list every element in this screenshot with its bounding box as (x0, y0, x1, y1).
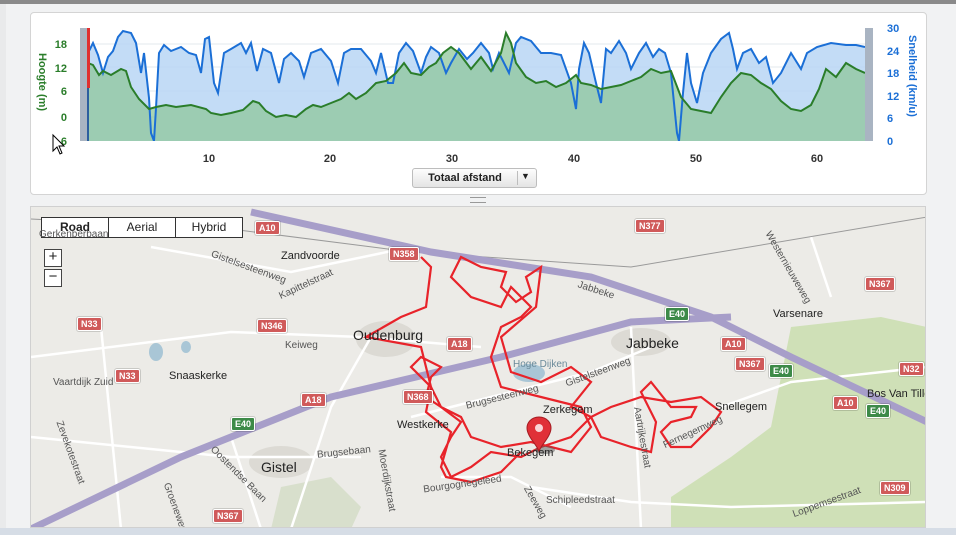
road-shield: N368 (403, 390, 433, 404)
left-edge (0, 4, 6, 535)
road-shield: N367 (213, 509, 243, 523)
left-tick: 12 (55, 63, 67, 75)
x-tick: 50 (690, 153, 702, 165)
chevron-down-icon: ▼ (521, 171, 530, 181)
right-axis-title: Snelheid (km/u) (906, 35, 918, 117)
lake (513, 364, 545, 382)
right-tick: 6 (887, 113, 893, 125)
motorway-e40 (31, 313, 732, 527)
zoom-out-button[interactable]: − (44, 269, 62, 287)
x-tick: 60 (811, 153, 823, 165)
road-shield: N346 (257, 319, 287, 333)
x-axis-ticks: 10 20 30 40 50 60 (203, 153, 823, 165)
right-axis-bar (865, 28, 873, 141)
road-shield: A10 (721, 337, 746, 351)
map-type-road[interactable]: Road (42, 218, 109, 237)
city-label: Bekegem (507, 447, 554, 459)
city-label: Varsenare (773, 308, 823, 320)
street-label: Gerkenberbaan (39, 229, 109, 240)
map-type-aerial[interactable]: Aerial (109, 218, 176, 237)
road-shield: E40 (665, 307, 690, 321)
pond (181, 341, 191, 353)
pin-dot (535, 424, 543, 432)
route-map[interactable]: Road Aerial Hybrid + − Oudenburg Jabbeke… (30, 206, 926, 528)
road-shield: E40 (231, 417, 256, 431)
city-label: Bos Van Tille (867, 388, 926, 400)
motorway-a10 (250, 208, 925, 425)
street-label: Keiweg (285, 340, 318, 351)
city-label: Zandvoorde (281, 250, 340, 262)
bottom-scrollbar[interactable] (0, 528, 956, 535)
road-shield: N367 (735, 357, 765, 371)
city-label: Snellegem (715, 401, 767, 413)
city-label: Jabbeke (626, 335, 679, 351)
x-tick: 10 (203, 153, 215, 165)
x-tick: 40 (568, 153, 580, 165)
road-shield: N358 (389, 247, 419, 261)
mouse-cursor-icon (52, 133, 66, 155)
left-tick: -6 (57, 136, 67, 148)
minor-roads (31, 236, 925, 527)
road-shield: E40 (769, 364, 794, 378)
zoom-in-button[interactable]: + (44, 249, 62, 267)
left-tick: 18 (55, 39, 67, 51)
location-pin-icon[interactable] (526, 416, 552, 453)
forest-area (671, 317, 925, 527)
left-tick: 0 (61, 112, 67, 124)
altitude-line (87, 30, 865, 119)
map-type-hybrid[interactable]: Hybrid (191, 220, 227, 234)
city-label: Snaaskerke (169, 370, 228, 382)
right-tick: 18 (887, 68, 899, 80)
road-shield: N33 (115, 369, 140, 383)
road-shield: A10 (255, 221, 280, 235)
water-label: Hoge Dijken (513, 359, 568, 370)
town-area (249, 446, 313, 478)
right-tick: 24 (887, 46, 900, 58)
city-label: Westkerke (397, 419, 449, 431)
x-tick: 30 (446, 153, 458, 165)
x-tick: 20 (324, 153, 336, 165)
road-shield: A18 (301, 393, 326, 407)
road-shield: N309 (880, 481, 910, 495)
panel-splitter[interactable] (30, 195, 925, 205)
road-shield: N377 (635, 219, 665, 233)
x-axis-select[interactable]: Totaal afstand ▼ (412, 168, 537, 188)
street-label: Vaartdijk Zuid (53, 377, 114, 388)
road-shield: E40 (866, 404, 891, 418)
road-shield: N32 (899, 362, 924, 376)
left-axis-bar (80, 28, 88, 141)
chart-canvas: 18 12 6 0 -6 Hoogte (m) 30 24 18 12 6 0 … (36, 23, 918, 165)
right-tick: 12 (887, 91, 899, 103)
map-type-control: Road Aerial Hybrid (41, 217, 243, 238)
position-marker[interactable] (87, 28, 90, 88)
city-label: Oudenburg (353, 327, 424, 343)
road-shield: N367 (865, 277, 895, 291)
urban-area (271, 477, 361, 527)
left-axis-title: Hoogte (m) (36, 53, 48, 111)
splitter-grip-icon[interactable] (470, 197, 486, 203)
altitude-area (88, 33, 865, 141)
window-top-border (0, 0, 956, 4)
right-tick: 0 (887, 136, 893, 148)
street-label: Schipleedstraat (546, 495, 615, 506)
altitude-speed-chart: 18 12 6 0 -6 Hoogte (m) 30 24 18 12 6 0 … (30, 12, 927, 195)
left-axis-ticks: 18 12 6 0 -6 (55, 39, 67, 148)
road-shield: A18 (447, 337, 472, 351)
pond (149, 343, 163, 361)
right-tick: 30 (887, 23, 899, 35)
left-tick: 6 (61, 86, 67, 98)
city-label: Zerkegem (543, 404, 593, 416)
x-axis-select-separator (517, 171, 518, 185)
right-axis-ticks: 30 24 18 12 6 0 (887, 23, 900, 148)
city-label: Gistel (261, 459, 297, 475)
road-shield: A10 (833, 396, 858, 410)
x-axis-select-label: Totaal afstand (428, 172, 502, 184)
map-canvas (31, 208, 925, 527)
speed-line (87, 29, 865, 141)
gps-route (362, 255, 723, 484)
road-shield: N33 (77, 317, 102, 331)
town-area (611, 328, 671, 356)
